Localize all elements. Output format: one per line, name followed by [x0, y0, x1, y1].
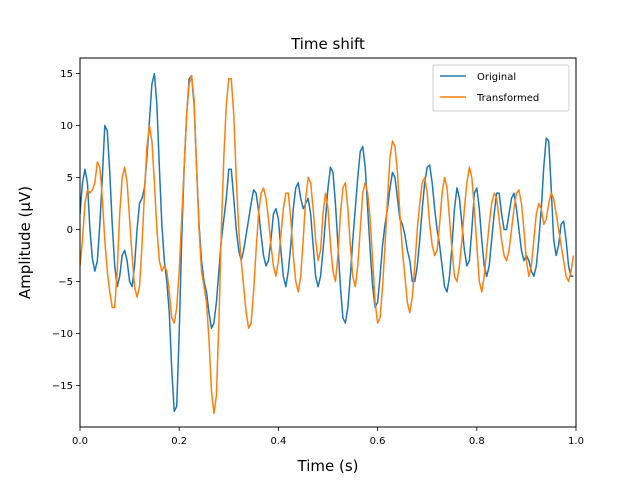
legend-label-original: Original: [477, 72, 516, 83]
y-tick-label: −5: [58, 277, 73, 288]
y-tick-label: −15: [52, 381, 73, 392]
y-tick-label: 5: [67, 173, 73, 184]
series-line-transformed: [80, 74, 575, 415]
chart-title: Time shift: [290, 35, 365, 53]
y-tick-label: 15: [60, 69, 73, 80]
y-tick-label: −10: [52, 329, 73, 340]
x-tick-label: 0.2: [171, 436, 187, 447]
series-line-original: [80, 72, 574, 413]
y-tick-label: 10: [60, 121, 73, 132]
legend-box: [432, 64, 570, 112]
legend-label-transformed: Transformed: [476, 93, 539, 104]
plot-frame: [79, 57, 577, 428]
x-axis-label: Time (s): [297, 457, 359, 475]
y-axis: −15 −10 −5 0 5 10 15: [52, 69, 80, 392]
x-tick-label: 0.8: [469, 436, 485, 447]
y-tick-label: 0: [67, 225, 73, 236]
x-tick-label: 0.4: [270, 436, 286, 447]
x-tick-label: 0.0: [72, 436, 88, 447]
series-layer: [80, 72, 575, 415]
x-axis: 0.0 0.2 0.4 0.6 0.8 1.0: [72, 427, 584, 447]
x-tick-label: 0.6: [370, 436, 386, 447]
x-tick-label: 1.0: [568, 436, 584, 447]
legend: Original Transformed: [432, 64, 570, 112]
y-axis-label: Amplitude (µV): [16, 186, 34, 299]
